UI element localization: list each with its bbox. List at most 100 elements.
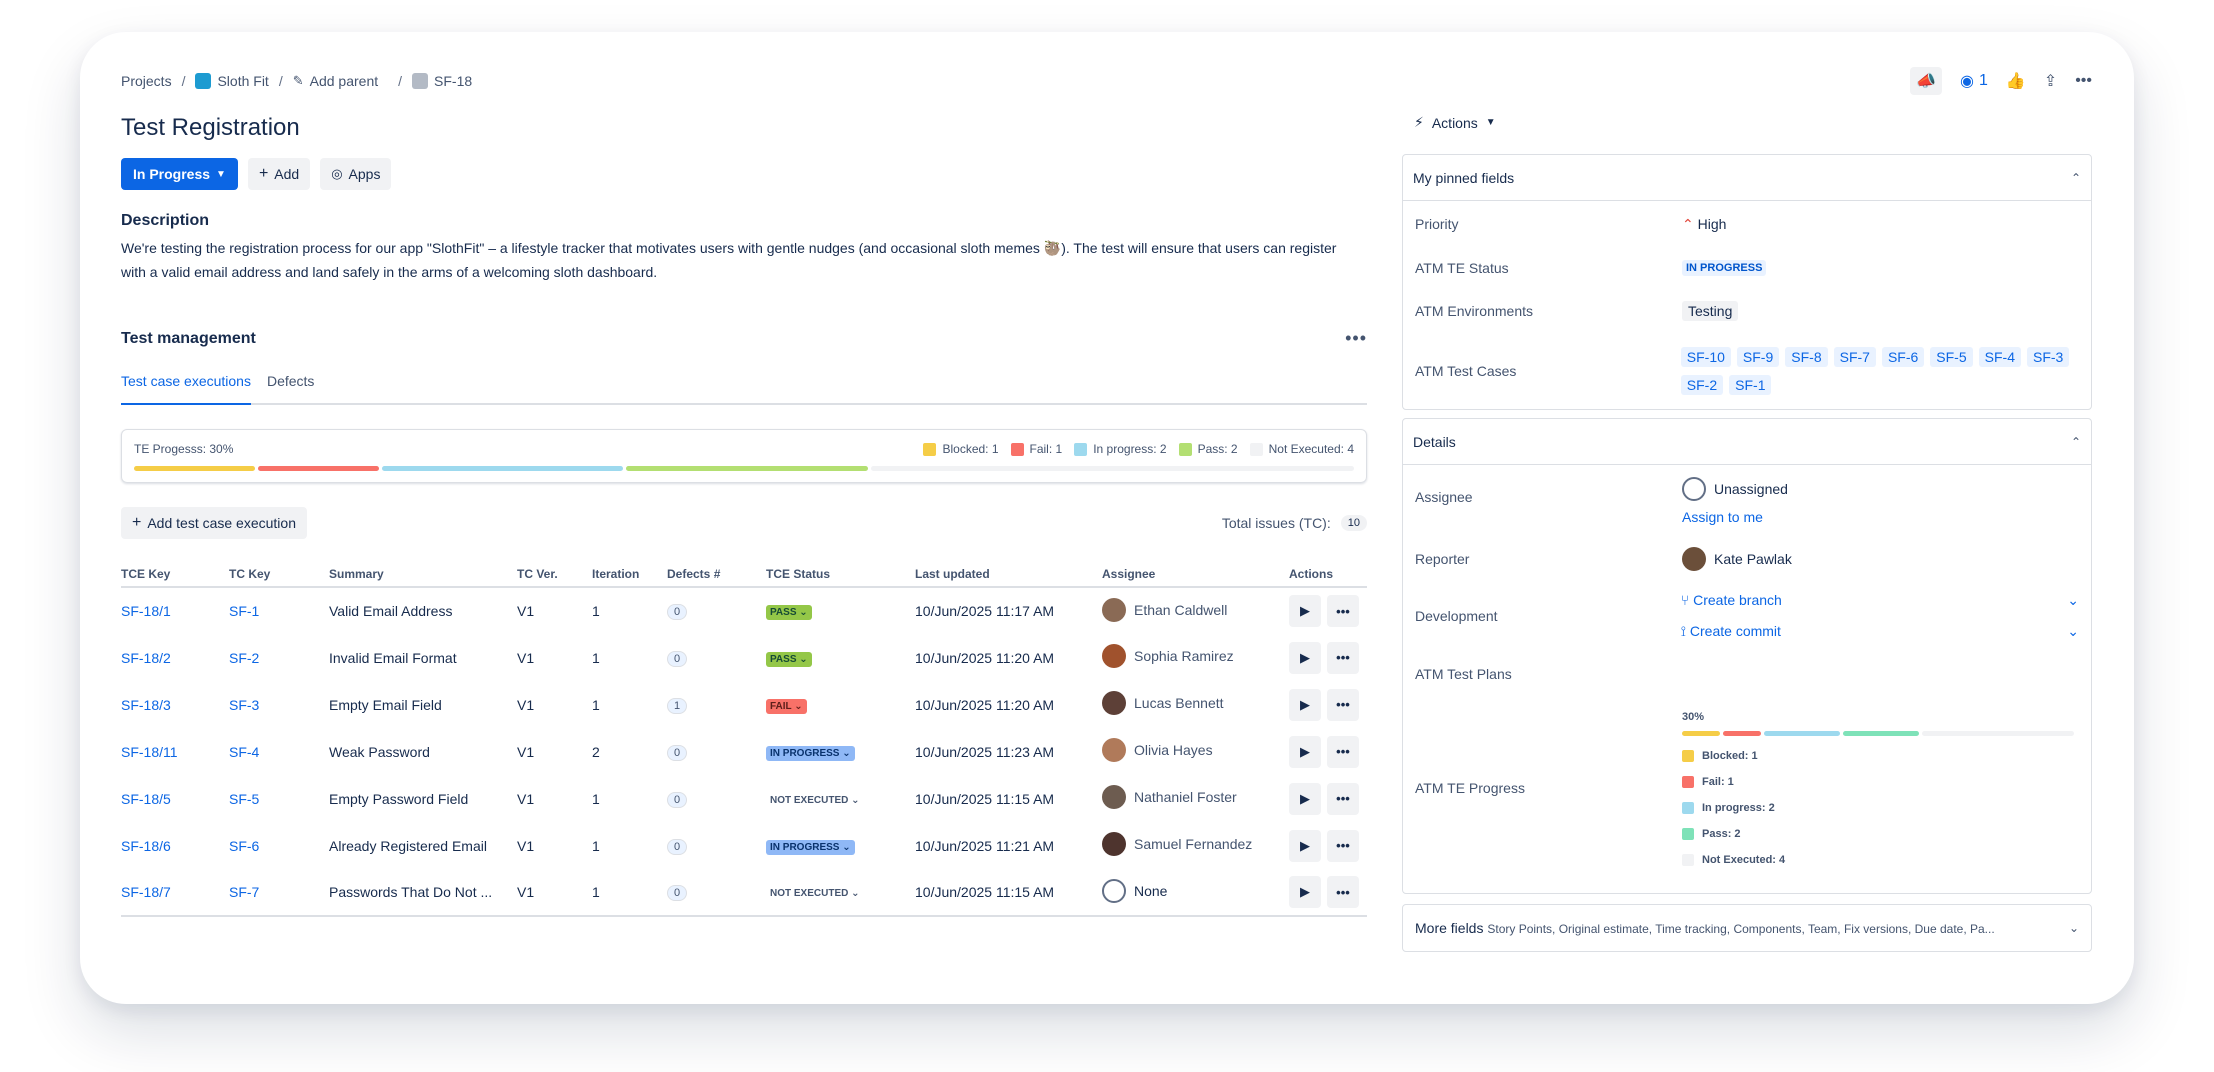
col-tc-key[interactable]: TC Key <box>229 561 329 588</box>
test-case-link[interactable]: SF-8 <box>1785 347 1828 367</box>
status-lozenge[interactable]: NOT EXECUTED ⌄ <box>766 792 864 808</box>
tab-defects[interactable]: Defects <box>266 373 315 389</box>
table-row: SF-18/3 SF-3 Empty Email Field V1 1 1 FA… <box>121 681 1367 728</box>
create-branch-button[interactable]: ⑂ Create branch ⌄ <box>1681 592 2079 609</box>
environments-value[interactable]: Testing <box>1682 301 1739 321</box>
tc-key-link[interactable]: SF-5 <box>229 790 260 807</box>
priority-value[interactable]: ⌃ High <box>1682 216 1726 233</box>
test-case-link[interactable]: SF-3 <box>2026 347 2070 367</box>
create-commit-button[interactable]: ⟟ Create commit ⌄ <box>1681 623 2079 640</box>
more-icon[interactable]: ••• <box>1327 829 1359 862</box>
tce-key-link[interactable]: SF-18/5 <box>121 790 171 807</box>
apps-button[interactable]: ◎ Apps <box>320 158 392 190</box>
te-progress-mini-bar <box>1682 730 2074 736</box>
more-icon[interactable]: ••• <box>1327 782 1359 815</box>
more-icon[interactable]: ••• <box>1327 641 1359 674</box>
col-iteration[interactable]: Iteration <box>592 561 667 588</box>
tce-key-link[interactable]: SF-18/1 <box>121 603 171 619</box>
status-lozenge[interactable]: IN PROGRESS ⌄ <box>766 839 855 855</box>
avatar <box>1682 547 1706 571</box>
col-assignee[interactable]: Assignee <box>1102 561 1289 588</box>
te-status-value[interactable]: IN PROGRESS <box>1682 260 1767 276</box>
more-icon[interactable]: ••• <box>1327 735 1359 768</box>
chevron-down-icon: ⌄ <box>851 888 860 899</box>
status-lozenge[interactable]: FAIL ⌄ <box>766 698 807 714</box>
legend-swatch <box>1178 442 1192 456</box>
test-case-link[interactable]: SF-10 <box>1680 347 1731 367</box>
details-header[interactable]: Details ⌃ <box>1403 419 2091 465</box>
more-fields-panel[interactable]: More fields Story Points, Original estim… <box>1402 904 2092 952</box>
breadcrumb-project[interactable]: Sloth Fit <box>195 73 269 89</box>
test-case-link[interactable]: SF-6 <box>1881 347 1925 367</box>
tce-key-link[interactable]: SF-18/7 <box>121 884 171 900</box>
more-icon[interactable]: ••• <box>1327 688 1359 721</box>
share-icon[interactable]: ⇪ <box>2043 73 2058 90</box>
col-tce-key[interactable]: TCE Key <box>121 561 229 588</box>
col-defects[interactable]: Defects # <box>667 561 766 588</box>
tab-test-case-executions[interactable]: Test case executions <box>121 373 251 405</box>
tce-key-link[interactable]: SF-18/3 <box>121 696 171 713</box>
test-case-link[interactable]: SF-5 <box>1930 347 1973 367</box>
add-button[interactable]: + Add <box>247 158 311 190</box>
test-case-link[interactable]: SF-1 <box>1729 375 1772 395</box>
test-case-link[interactable]: SF-2 <box>1680 375 1724 395</box>
col-tce-status[interactable]: TCE Status <box>766 561 915 588</box>
apps-icon: ◎ <box>331 166 343 181</box>
page-title[interactable]: Test Registration <box>121 114 300 141</box>
col-tc-ver[interactable]: TC Ver. <box>517 561 592 588</box>
tce-key-link[interactable]: SF-18/2 <box>121 649 171 666</box>
assignee-cell[interactable]: Olivia Hayes <box>1102 738 1213 762</box>
breadcrumb-projects[interactable]: Projects <box>121 73 172 89</box>
assignee-value[interactable]: Unassigned <box>1682 477 1788 501</box>
status-lozenge[interactable]: NOT EXECUTED ⌄ <box>766 886 864 901</box>
col-summary[interactable]: Summary <box>329 561 517 588</box>
pinned-fields-header[interactable]: My pinned fields ⌃ <box>1403 155 2091 201</box>
tc-key-link[interactable]: SF-2 <box>229 649 260 666</box>
assignee-cell[interactable]: None <box>1102 878 1167 903</box>
tc-key-link[interactable]: SF-7 <box>229 884 260 900</box>
more-icon[interactable]: ••• <box>1327 595 1359 627</box>
watch-button[interactable]: ◉ 1 <box>1960 71 1988 91</box>
tc-key-link[interactable]: SF-1 <box>229 603 260 619</box>
tc-key-link[interactable]: SF-4 <box>229 743 260 760</box>
add-parent-link[interactable]: ✎ Add parent <box>293 73 378 89</box>
megaphone-icon[interactable]: 📣 <box>1910 67 1942 95</box>
tce-key-link[interactable]: SF-18/11 <box>121 743 178 760</box>
assignee-cell[interactable]: Lucas Bennett <box>1102 691 1224 715</box>
add-test-case-execution-button[interactable]: + Add test case execution <box>121 507 307 539</box>
assign-to-me-link[interactable]: Assign to me <box>1682 509 1763 525</box>
status-lozenge[interactable]: IN PROGRESS ⌄ <box>766 745 855 761</box>
more-icon[interactable]: ••• <box>1327 876 1359 908</box>
avatar <box>1102 597 1126 622</box>
assignee-cell[interactable]: Samuel Fernandez <box>1102 832 1252 856</box>
test-case-link[interactable]: SF-9 <box>1736 347 1780 367</box>
actions-button[interactable]: ⚡ Actions ▼ <box>1414 114 1496 131</box>
play-icon[interactable]: ▶ <box>1289 782 1321 815</box>
assignee-cell[interactable]: Sophia Ramirez <box>1102 644 1234 668</box>
play-icon[interactable]: ▶ <box>1289 641 1321 674</box>
status-lozenge[interactable]: PASS ⌄ <box>766 651 812 667</box>
tc-key-link[interactable]: SF-3 <box>229 696 260 713</box>
play-icon[interactable]: ▶ <box>1289 829 1321 862</box>
play-icon[interactable]: ▶ <box>1289 876 1321 908</box>
test-case-link[interactable]: SF-4 <box>1978 347 2021 367</box>
more-options-icon[interactable]: ••• <box>2075 72 2092 89</box>
col-last-updated[interactable]: Last updated <box>915 561 1102 588</box>
tce-key-link[interactable]: SF-18/6 <box>121 837 171 854</box>
more-options-icon[interactable]: ••• <box>1345 328 1367 348</box>
status-button[interactable]: In Progress ▼ <box>121 158 238 190</box>
reporter-value[interactable]: Kate Pawlak <box>1682 547 1792 571</box>
play-icon[interactable]: ▶ <box>1289 595 1321 627</box>
test-cases-field: ATM Test Cases SF-10 SF-9 SF-8 SF-7 SF-6 SF-5… <box>1403 333 2091 409</box>
play-icon[interactable]: ▶ <box>1289 735 1321 768</box>
breadcrumb-issue[interactable]: SF-18 <box>412 73 472 89</box>
breadcrumb-project-label: Sloth Fit <box>217 73 269 89</box>
description-text[interactable]: We're testing the registration process f… <box>121 240 1337 280</box>
assignee-cell[interactable]: Ethan Caldwell <box>1102 597 1227 622</box>
status-lozenge[interactable]: PASS ⌄ <box>766 605 812 620</box>
thumbs-up-icon[interactable]: 👍 <box>2005 73 2026 90</box>
assignee-cell[interactable]: Nathaniel Foster <box>1102 785 1237 809</box>
tc-key-link[interactable]: SF-6 <box>229 837 260 854</box>
test-case-link[interactable]: SF-7 <box>1833 347 1876 367</box>
play-icon[interactable]: ▶ <box>1289 688 1321 721</box>
